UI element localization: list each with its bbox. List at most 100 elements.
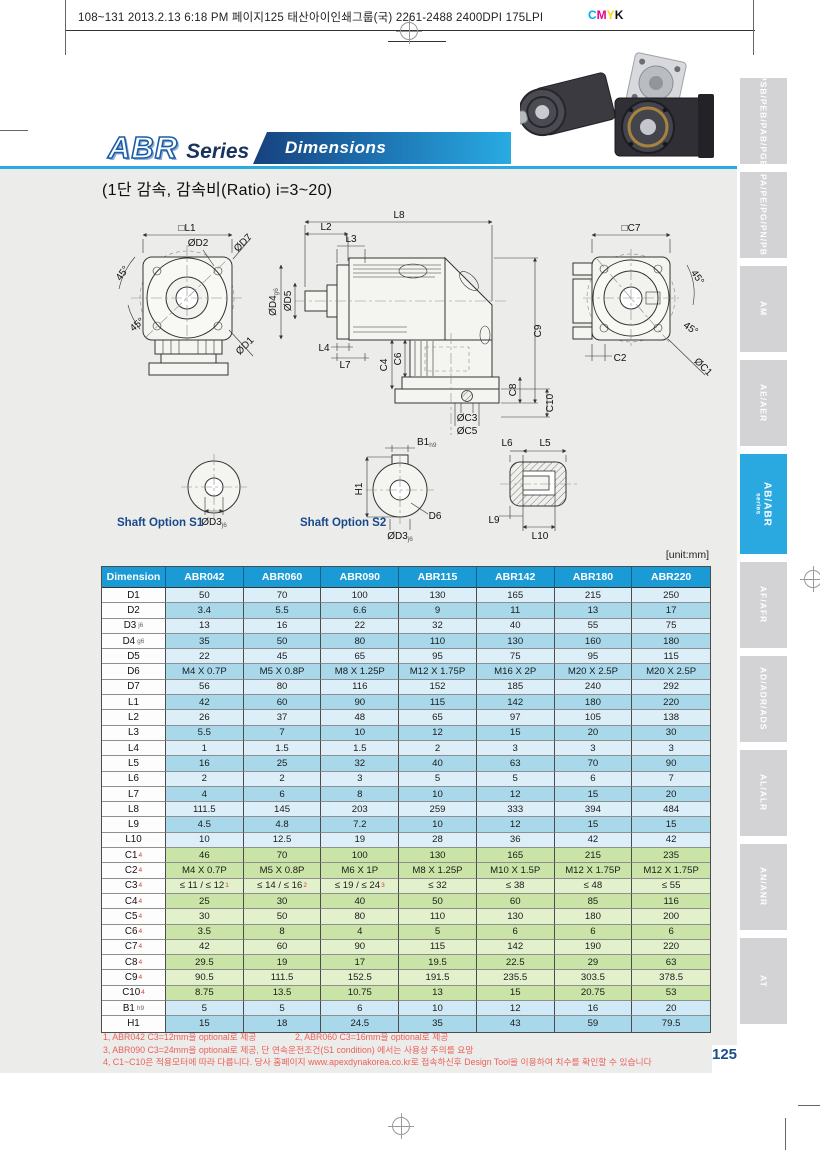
table-cell: M12 X 1.75P bbox=[554, 863, 633, 879]
table-cell: 6 bbox=[632, 924, 710, 940]
table-cell: M20 X 2.5P bbox=[632, 664, 710, 680]
table-cell: 235 bbox=[632, 848, 710, 864]
column-header: ABR060 bbox=[243, 567, 322, 588]
table-cell: 55 bbox=[554, 618, 633, 634]
dim-label-d5: ØD5 bbox=[283, 290, 294, 311]
registration-mark bbox=[800, 566, 820, 592]
table-cell: 37 bbox=[243, 710, 322, 726]
dim-label-l7: L7 bbox=[339, 360, 351, 371]
print-header-text: 108~131 2013.2.13 6:18 PM 페이지125 태산아이인쇄그… bbox=[78, 12, 544, 24]
row-label: C10 4 bbox=[102, 985, 166, 1002]
table-cell: 90 bbox=[321, 695, 400, 711]
unit-note: [unit:mm] bbox=[665, 549, 709, 561]
table-cell: 60 bbox=[243, 939, 322, 956]
sidebar-tab-al-alr[interactable]: AL/ALR bbox=[740, 750, 787, 836]
dim-label-d1: ØD1 bbox=[234, 335, 257, 358]
table-cell: 26 bbox=[166, 710, 244, 726]
table-cell: 70 bbox=[243, 588, 322, 604]
table-cell: 22 bbox=[321, 618, 400, 634]
table-cell: 215 bbox=[554, 848, 633, 864]
table-cell: 42 bbox=[554, 832, 633, 849]
row-label: C4 4 bbox=[102, 893, 166, 910]
sidebar-tab-an-anr[interactable]: AN/ANR bbox=[740, 844, 787, 930]
table-cell: 40 bbox=[399, 756, 477, 772]
table-cell: 60 bbox=[243, 695, 322, 711]
table-cell: 6 bbox=[554, 771, 633, 787]
sidebar-tab-ab-abr[interactable]: AB/ABR series bbox=[740, 454, 787, 554]
table-cell: 48 bbox=[321, 710, 400, 726]
dim-label-b1: B1h9 bbox=[417, 437, 437, 449]
table-cell: ≤ 48 bbox=[554, 878, 633, 894]
table-row: L1 42 60 90 115 142 180 220 bbox=[102, 695, 710, 711]
row-label: C8 4 bbox=[102, 955, 166, 971]
table-cell: 19 bbox=[243, 955, 322, 971]
sidebar-tab-ad-adr-ads[interactable]: AD/ADR/ADS bbox=[740, 656, 787, 742]
table-cell: 6 bbox=[243, 786, 322, 803]
table-row: L5 16 25 32 40 63 70 90 bbox=[102, 756, 710, 772]
sidebar-tab-pa-pe-pg-pn-pb[interactable]: PA/PE/PG/PN/PB bbox=[740, 172, 787, 258]
table-cell: 95 bbox=[554, 649, 633, 665]
row-label: D7 bbox=[102, 679, 166, 696]
table-cell: 12 bbox=[399, 725, 477, 741]
table-cell: 3.5 bbox=[166, 924, 244, 940]
table-cell: 63 bbox=[632, 955, 710, 971]
table-cell: 42 bbox=[166, 695, 244, 711]
row-label: C5 4 bbox=[102, 909, 166, 925]
table-row: C10 4 8.75 13.5 10.75 13 15 20.75 53 bbox=[102, 985, 710, 1002]
table-cell: 20.75 bbox=[554, 985, 633, 1002]
table-row: L6 2 2 3 5 5 6 7 bbox=[102, 771, 710, 787]
table-cell: 142 bbox=[476, 939, 555, 956]
sidebar: PSB/PEB/PAB/PGB PA/PE/PG/PN/PB AM AE/AER AB/… bbox=[740, 75, 787, 1032]
column-header: ABR042 bbox=[166, 567, 244, 588]
table-cell: 116 bbox=[321, 679, 400, 696]
table-cell: 6 bbox=[476, 924, 555, 940]
content-background-extension bbox=[0, 1045, 712, 1073]
crop-mark bbox=[753, 0, 754, 55]
table-cell: 80 bbox=[243, 679, 322, 696]
side-view-drawing: L8 L2 L3 ØD4g6 ØD5 L4 L7 C4 C6 C9 C bbox=[268, 210, 556, 437]
table-cell: 5 bbox=[243, 1001, 322, 1017]
crop-mark bbox=[785, 1118, 786, 1150]
sidebar-tab-at[interactable]: AT bbox=[740, 938, 787, 1024]
table-row: B1 h9 5 5 6 10 12 16 20 bbox=[102, 1001, 710, 1017]
table-cell: 30 bbox=[243, 893, 322, 910]
table-cell: 10 bbox=[399, 1001, 477, 1017]
table-cell: M4 X 0.7P bbox=[166, 863, 244, 879]
series-word: Series bbox=[186, 140, 250, 163]
table-cell: 42 bbox=[632, 832, 710, 849]
table-cell: 6 bbox=[554, 924, 633, 940]
table-cell: 1.5 bbox=[243, 740, 322, 757]
table-cell: 190 bbox=[554, 939, 633, 956]
table-cell: 32 bbox=[399, 618, 477, 634]
table-row: L8 111.5 145 203 259 333 394 484 bbox=[102, 802, 710, 818]
table-cell: 24.5 bbox=[321, 1016, 400, 1032]
page-subtitle: (1단 감속, 감속비(Ratio) i=3~20) bbox=[102, 182, 333, 199]
table-row: D2 3.4 5.5 6.6 9 11 13 17 bbox=[102, 603, 710, 619]
table-cell: 185 bbox=[476, 679, 555, 696]
table-row: D3 j6 13 16 22 32 40 55 75 bbox=[102, 618, 710, 634]
table-cell: M10 X 1.5P bbox=[476, 863, 555, 879]
series-logo: ABR Series bbox=[107, 129, 250, 166]
table-cell: 2 bbox=[399, 740, 477, 757]
table-cell: 142 bbox=[476, 695, 555, 711]
dim-label-h1: H1 bbox=[354, 482, 365, 495]
table-cell: 10 bbox=[321, 725, 400, 741]
dim-label-c8: C8 bbox=[508, 383, 519, 396]
table-row: L10 10 12.5 19 28 36 42 42 bbox=[102, 832, 710, 849]
table-cell: 11 bbox=[476, 603, 555, 619]
row-label: C2 4 bbox=[102, 863, 166, 879]
sidebar-tab-af-afr[interactable]: AF/AFR bbox=[740, 562, 787, 648]
sidebar-tab-am[interactable]: AM bbox=[740, 266, 787, 352]
table-row: C6 4 3.5 8 4 5 6 6 6 bbox=[102, 924, 710, 940]
table-cell: 1.5 bbox=[321, 740, 400, 757]
table-cell: 250 bbox=[632, 588, 710, 604]
table-cell: 28 bbox=[399, 832, 477, 849]
table-cell: 116 bbox=[632, 893, 710, 910]
dim-label-c9: C9 bbox=[533, 324, 544, 337]
accent-rule bbox=[0, 166, 737, 169]
table-cell: 220 bbox=[632, 939, 710, 956]
sidebar-tab-psb-peb-pab-pgb[interactable]: PSB/PEB/PAB/PGB bbox=[740, 75, 787, 167]
table-cell: M20 X 2.5P bbox=[554, 664, 633, 680]
sidebar-tab-ae-aer[interactable]: AE/AER bbox=[740, 360, 787, 446]
table-row: C7 4 42 60 90 115 142 190 220 bbox=[102, 939, 710, 956]
